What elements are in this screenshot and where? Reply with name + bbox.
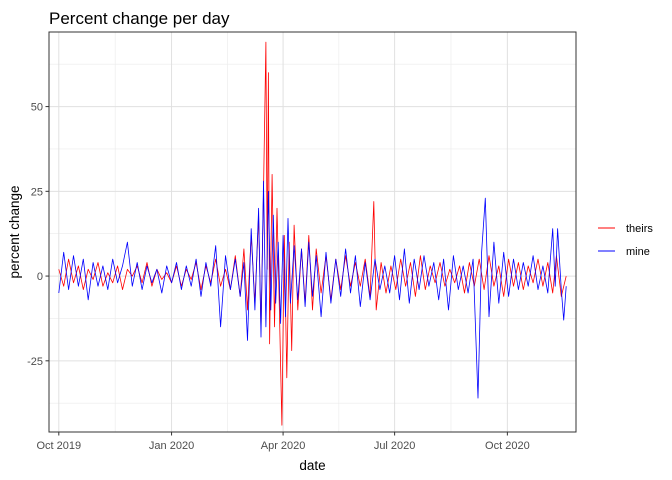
legend: theirs mine <box>598 223 653 258</box>
y-tick-label: 25 <box>31 186 43 198</box>
legend-label-theirs: theirs <box>626 223 653 235</box>
gridlines <box>49 32 576 432</box>
y-tick-label: 0 <box>37 271 43 283</box>
y-axis: -25 0 25 50 <box>27 102 49 368</box>
x-tick-label: Oct 2020 <box>485 440 530 452</box>
y-tick-label: 50 <box>31 102 43 114</box>
chart-title: Percent change per day <box>49 9 230 28</box>
x-tick-label: Apr 2020 <box>261 440 306 452</box>
y-axis-title: percent change <box>7 185 22 278</box>
x-tick-label: Oct 2019 <box>36 440 81 452</box>
series-line-theirs <box>58 41 567 426</box>
x-tick-label: Jul 2020 <box>374 440 416 452</box>
legend-label-mine: mine <box>626 246 650 258</box>
series-line-mine <box>58 180 567 399</box>
y-tick-label: -25 <box>27 356 43 368</box>
series-lines <box>58 41 567 426</box>
x-axis-title: date <box>299 458 325 473</box>
x-axis: Oct 2019 Jan 2020 Apr 2020 Jul 2020 Oct 2020 <box>36 432 530 452</box>
x-tick-label: Jan 2020 <box>149 440 194 452</box>
panel-border <box>48 31 577 433</box>
